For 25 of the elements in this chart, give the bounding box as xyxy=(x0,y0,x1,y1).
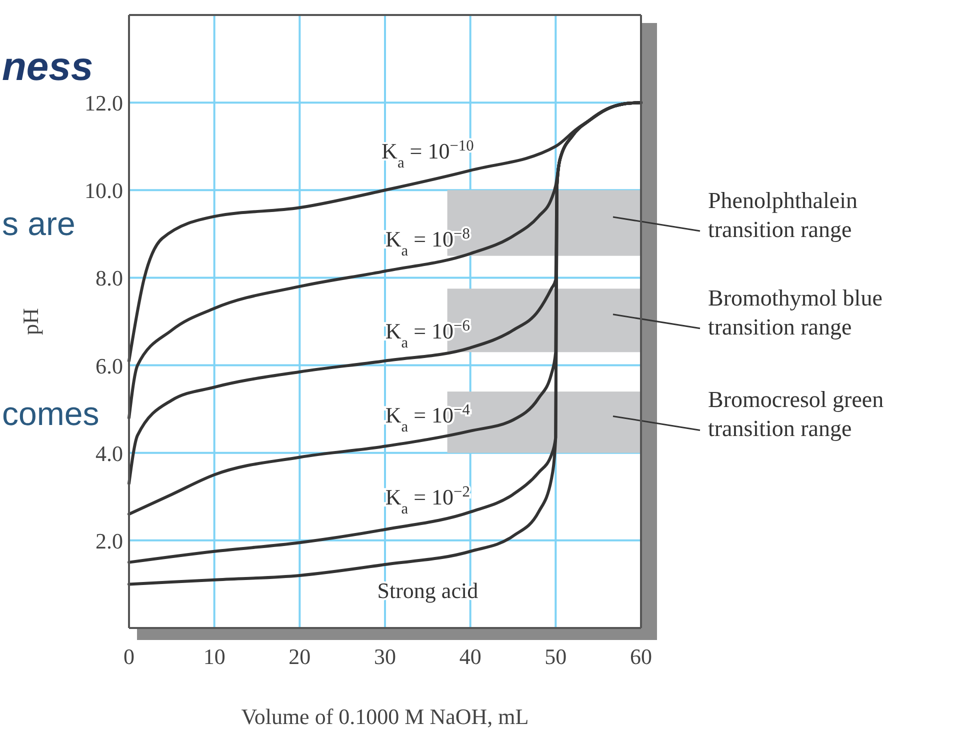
x-axis-title: Volume of 0.1000 M NaOH, mL xyxy=(241,704,529,729)
series-label: K$_{a}$ = 10$^{−6}$ xyxy=(385,316,470,351)
x-tick-label: 20 xyxy=(288,644,311,669)
series-label: K$_{a}$ = 10$^{−4}$ xyxy=(385,401,470,436)
band-label: Bromothymol blue transition range xyxy=(708,285,882,340)
y-tick-label: 6.0 xyxy=(96,353,123,378)
x-tick-label: 60 xyxy=(630,644,652,669)
series-label: K$_{a}$ = 10$^{−2}$ xyxy=(385,483,470,518)
text: s are xyxy=(2,205,76,242)
y-tick-label: 8.0 xyxy=(96,266,123,291)
y-tick-label: 10.0 xyxy=(84,178,123,204)
x-tick-label: 50 xyxy=(544,644,567,669)
y-tick-label: 4.0 xyxy=(96,440,123,466)
x-tick-label: 30 xyxy=(374,644,396,669)
x-tick-label: 10 xyxy=(203,644,226,669)
series-label: K$_{a}$ = 10$^{−8}$ xyxy=(385,224,470,259)
y-tick-label: 12.0 xyxy=(84,90,123,116)
y-tick-label: 2.0 xyxy=(96,528,123,554)
text: comes xyxy=(2,395,100,432)
x-tick-label: 40 xyxy=(459,644,482,669)
x-tick-label: 0 xyxy=(124,644,134,669)
y-axis-title: pH xyxy=(18,308,43,335)
text: ness xyxy=(2,45,94,89)
band-label: Phenolphthalein transition range xyxy=(708,188,858,242)
band-label: Bromocresol green transition range xyxy=(708,387,884,442)
